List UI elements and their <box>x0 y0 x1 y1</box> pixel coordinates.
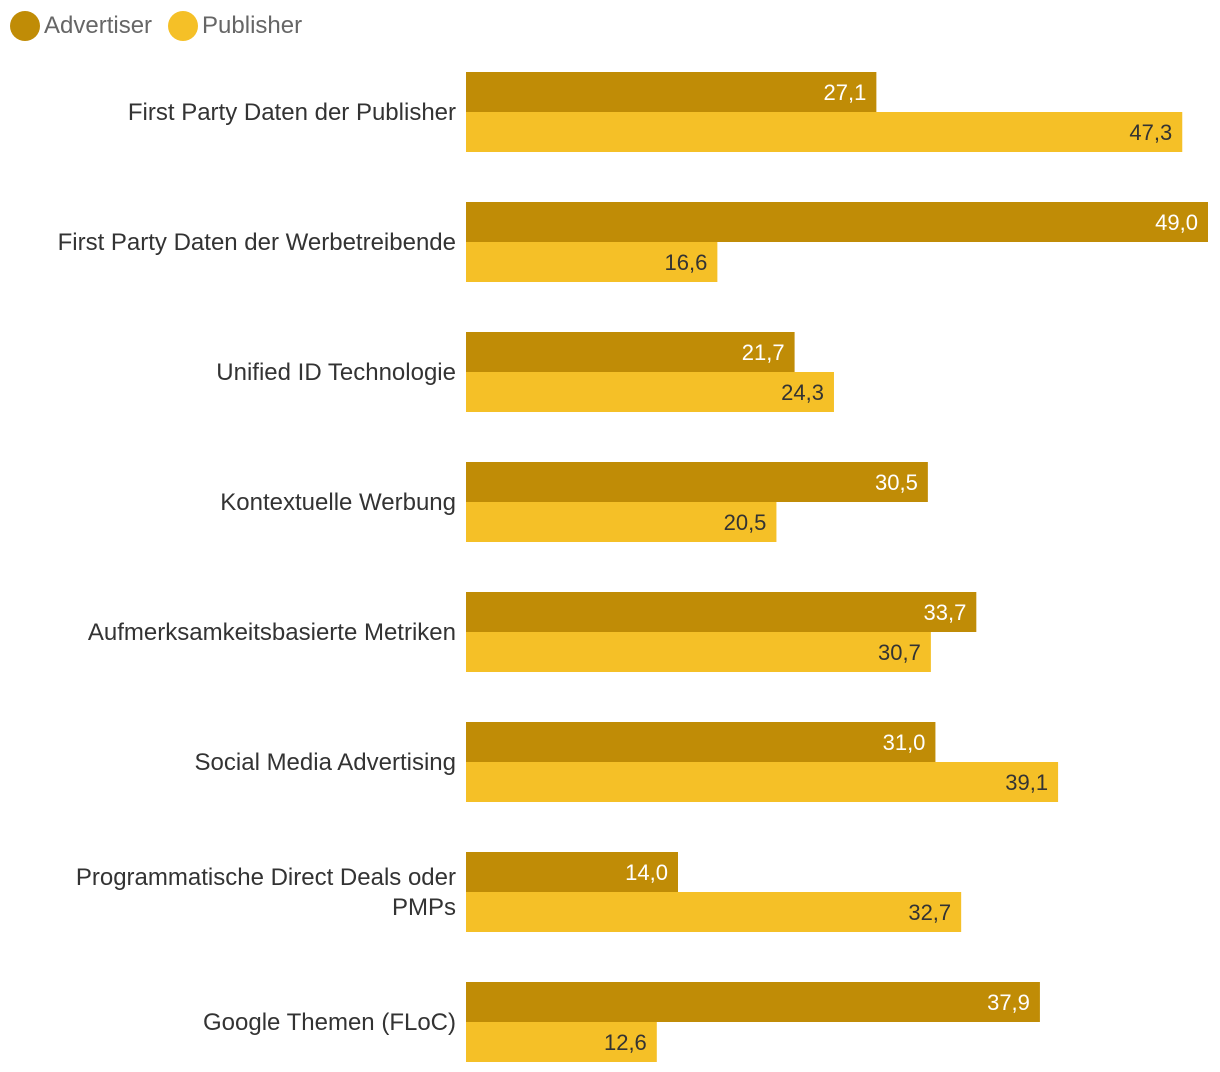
bar-advertiser <box>466 722 936 762</box>
data-label-advertiser: 27,1 <box>824 80 867 105</box>
data-label-publisher: 12,6 <box>604 1030 647 1055</box>
data-label-publisher: 47,3 <box>1129 120 1172 145</box>
bar-publisher <box>466 112 1183 152</box>
category-label: Unified ID Technologie <box>216 359 456 386</box>
legend-marker-publisher <box>168 11 199 41</box>
bar-advertiser <box>466 72 877 112</box>
category-label: Social Media Advertising <box>195 749 456 776</box>
legend: Advertiser Publisher <box>10 8 318 44</box>
category-label: PMPs <box>392 894 456 921</box>
category-label: First Party Daten der Publisher <box>128 99 456 126</box>
data-label-advertiser: 21,7 <box>742 340 785 365</box>
data-label-publisher: 32,7 <box>908 900 951 925</box>
bar-publisher <box>466 762 1059 802</box>
bar-publisher <box>466 632 931 672</box>
data-label-publisher: 20,5 <box>724 510 767 535</box>
data-label-publisher: 39,1 <box>1005 770 1048 795</box>
bar-publisher <box>466 242 718 282</box>
data-label-advertiser: 31,0 <box>883 730 926 755</box>
legend-label-publisher: Publisher <box>202 12 303 39</box>
category-label: Aufmerksamkeitsbasierte Metriken <box>88 619 456 646</box>
data-label-advertiser: 37,9 <box>987 990 1030 1015</box>
legend-item-advertiser[interactable]: Advertiser <box>10 11 152 41</box>
bar-advertiser <box>466 332 795 372</box>
data-label-advertiser: 33,7 <box>923 600 966 625</box>
bar-advertiser <box>466 592 977 632</box>
category-label: Programmatische Direct Deals oder <box>76 864 456 891</box>
data-label-advertiser: 30,5 <box>875 470 918 495</box>
data-label-publisher: 16,6 <box>665 250 708 275</box>
bar-advertiser <box>466 852 678 892</box>
category-label: Kontextuelle Werbung <box>220 489 456 516</box>
legend-marker-advertiser <box>10 11 40 41</box>
legend-label-advertiser: Advertiser <box>44 12 153 39</box>
data-label-publisher: 30,7 <box>878 640 921 665</box>
legend-item-publisher[interactable]: Publisher <box>168 11 302 41</box>
bar-advertiser <box>466 462 928 502</box>
bar-advertiser <box>466 982 1040 1022</box>
bar-advertiser <box>466 202 1208 242</box>
bar-publisher <box>466 892 962 932</box>
category-label: First Party Daten der Werbetreibende <box>58 229 456 256</box>
bar-publisher <box>466 372 834 412</box>
bar-publisher <box>466 502 777 542</box>
data-label-advertiser: 49,0 <box>1155 210 1198 235</box>
bar-publisher <box>466 1022 657 1062</box>
data-label-advertiser: 14,0 <box>625 860 668 885</box>
category-label: Google Themen (FLoC) <box>203 1009 456 1036</box>
data-label-publisher: 24,3 <box>781 380 824 405</box>
